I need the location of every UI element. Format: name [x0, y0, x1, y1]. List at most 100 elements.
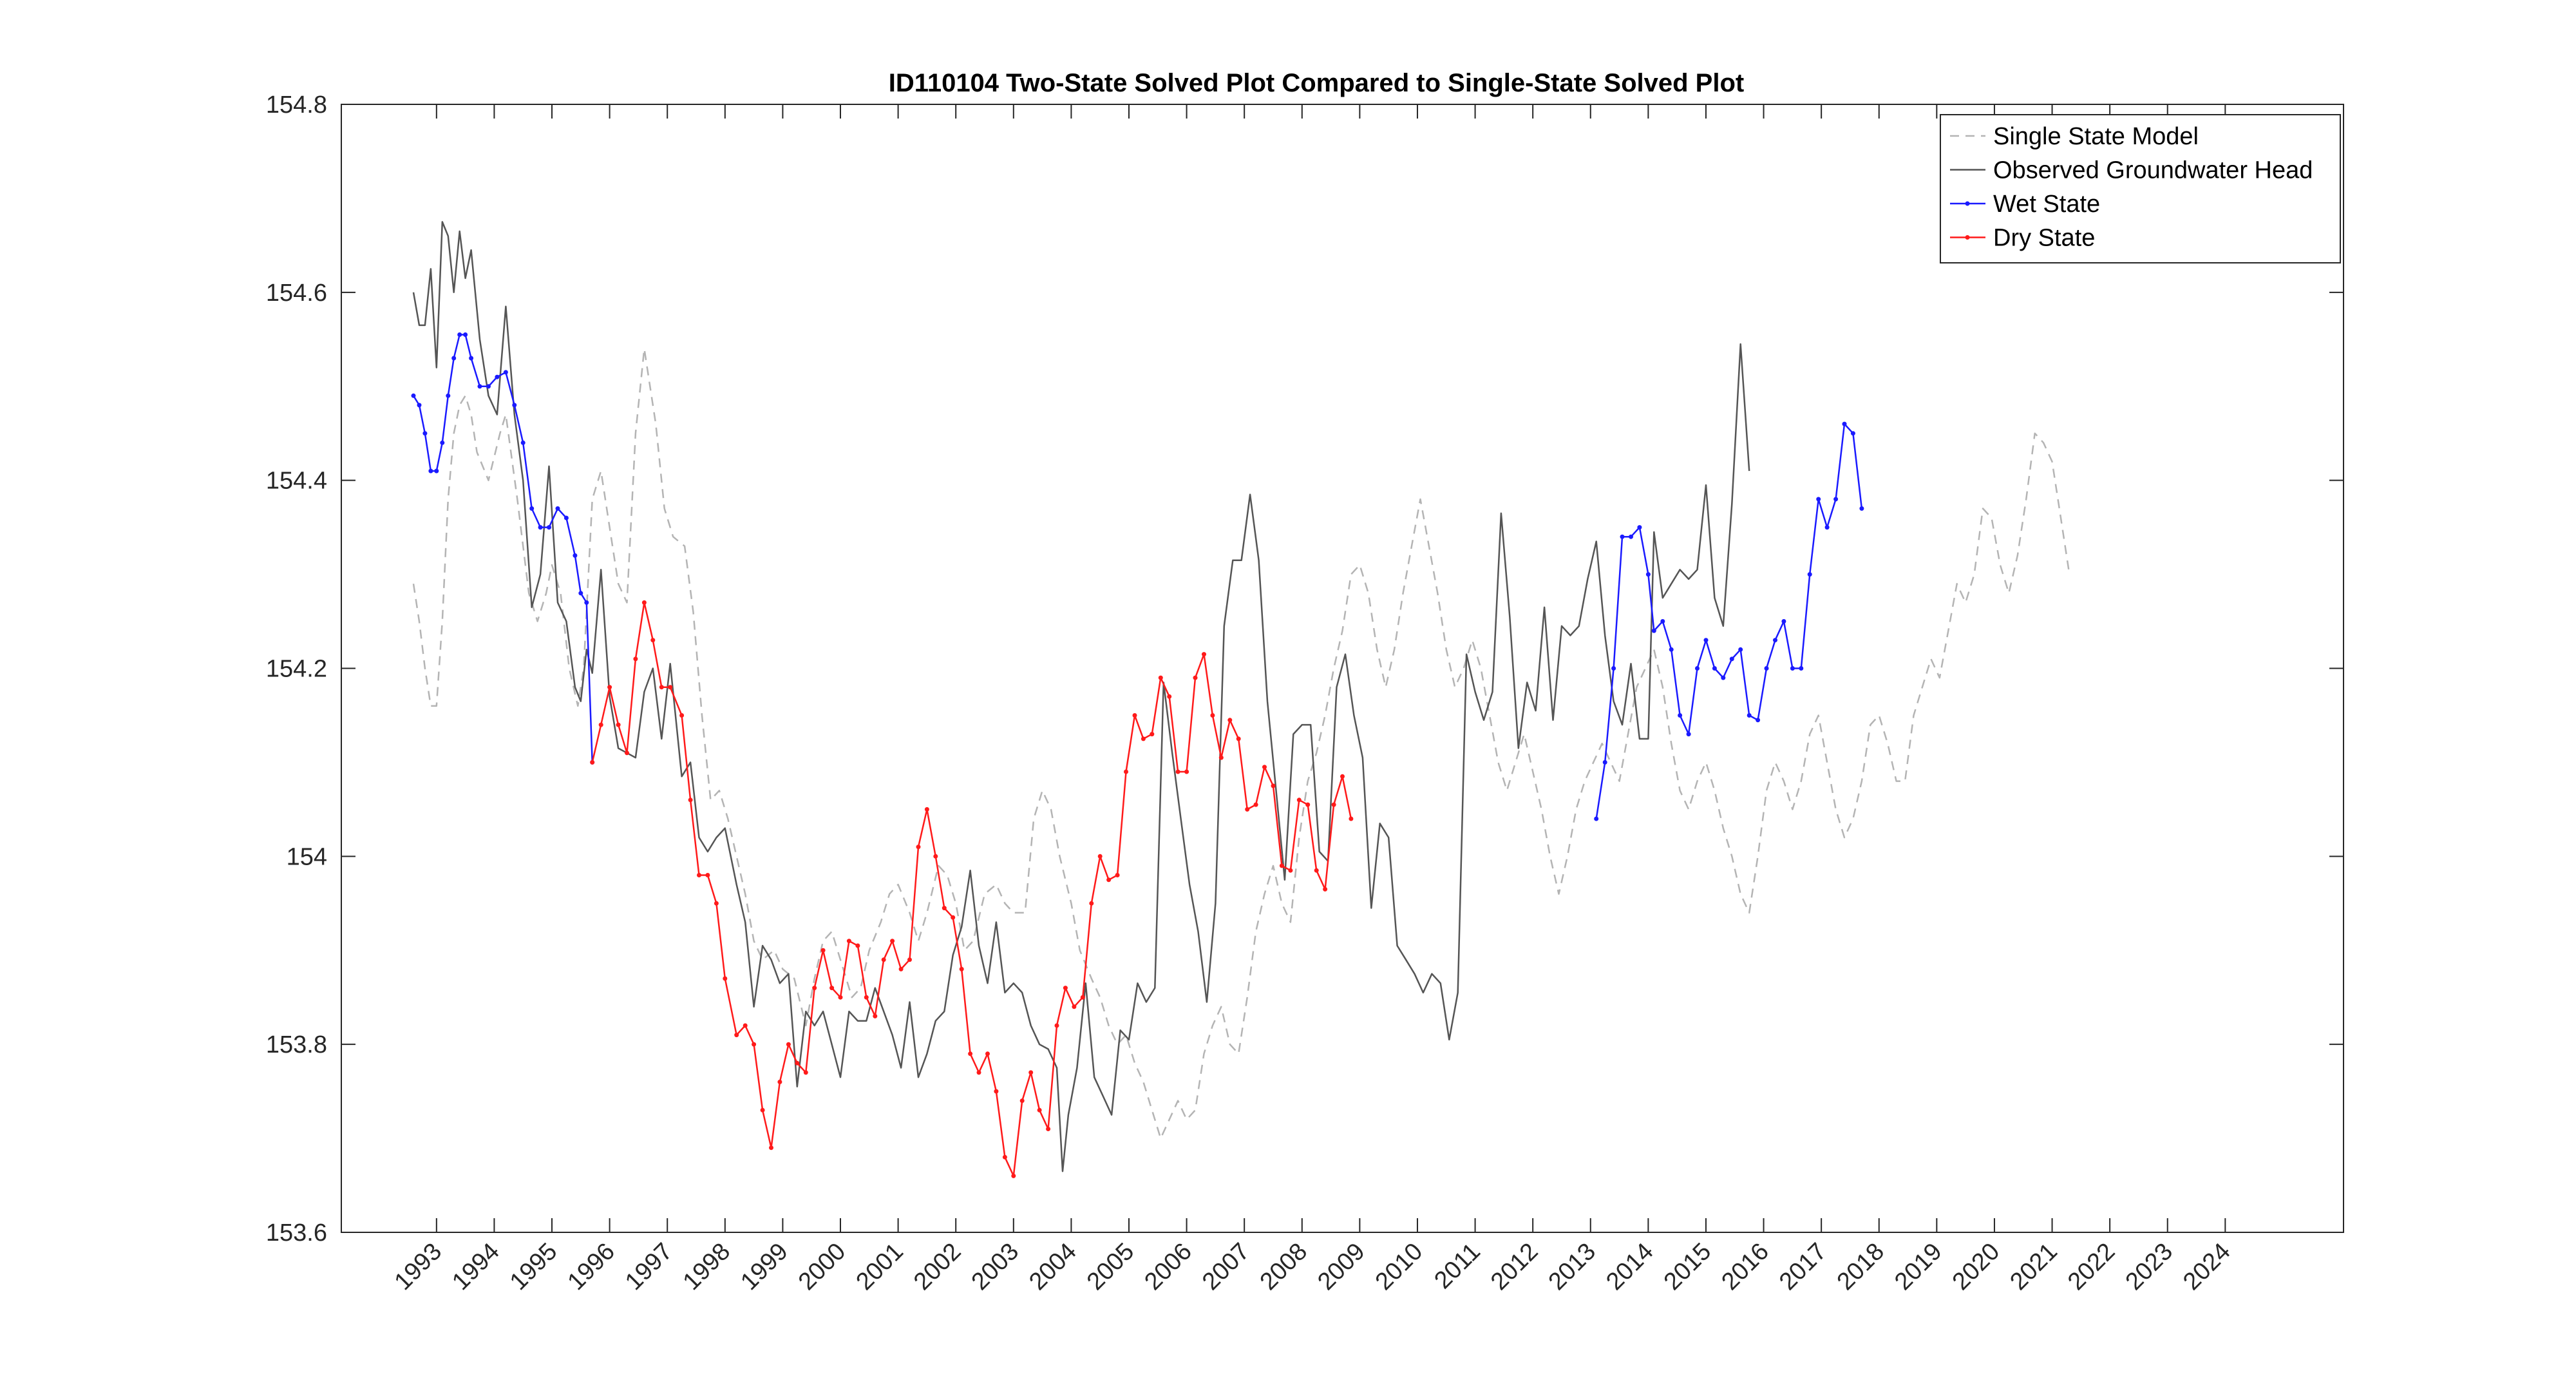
data-point [1227, 718, 1233, 723]
series-line [591, 602, 1352, 1177]
data-point [495, 374, 500, 379]
data-point [1816, 497, 1821, 502]
data-point [1080, 995, 1085, 1000]
data-point [486, 384, 491, 389]
data-point [434, 468, 439, 473]
data-point [1340, 774, 1345, 779]
data-point [951, 915, 956, 920]
data-point [1833, 497, 1839, 502]
data-point [1028, 1070, 1034, 1075]
data-point [752, 1042, 757, 1047]
data-point [463, 332, 468, 337]
legend: Single State Model Observed Groundwater H… [1940, 114, 2341, 263]
data-point [688, 798, 693, 803]
y-tick-label: 153.6 [266, 1219, 327, 1247]
data-point [578, 591, 583, 596]
data-point [1721, 675, 1726, 680]
data-point [616, 722, 621, 727]
data-point [538, 525, 543, 530]
data-point [1331, 802, 1336, 807]
data-point [547, 525, 551, 530]
data-point [803, 1070, 808, 1075]
data-point [829, 986, 835, 991]
y-tick-label: 154.2 [266, 656, 327, 683]
data-point [1037, 1107, 1042, 1113]
data-point [1660, 619, 1665, 624]
data-point [1175, 769, 1180, 774]
data-point [520, 440, 526, 445]
data-point [1773, 638, 1777, 643]
data-point [1637, 525, 1642, 530]
legend-box [1940, 114, 2341, 263]
data-point [1072, 1004, 1077, 1009]
data-point [1807, 572, 1812, 577]
data-point [633, 656, 638, 662]
series-line [412, 221, 1750, 1172]
data-point [1747, 713, 1752, 718]
data-point [812, 986, 817, 991]
data-point [446, 393, 451, 398]
data-point [1097, 854, 1103, 859]
data-point [760, 1107, 765, 1113]
data-point [734, 1033, 739, 1038]
y-tick-label: 154.6 [266, 280, 327, 307]
data-point [607, 685, 612, 690]
data-point [1019, 1098, 1025, 1104]
data-point [1859, 506, 1864, 511]
data-point [1629, 534, 1633, 539]
data-point [873, 1013, 878, 1018]
data-point [1695, 666, 1700, 671]
data-point [864, 995, 869, 1000]
data-point [1288, 868, 1293, 873]
data-point [1669, 647, 1674, 652]
y-tick-label: 154.8 [266, 91, 327, 119]
data-point [625, 750, 629, 756]
data-point [907, 957, 912, 962]
data-point [1193, 675, 1198, 680]
series-layer [411, 221, 2070, 1178]
data-point [1063, 986, 1068, 991]
data-point [743, 1023, 748, 1028]
data-point [1850, 431, 1855, 436]
data-point [469, 356, 474, 361]
data-point [1054, 1023, 1059, 1028]
data-point [411, 393, 416, 398]
y-tick-label: 154.4 [266, 468, 327, 495]
data-point [641, 600, 647, 605]
data-point [1790, 666, 1795, 671]
legend-marker [1965, 235, 1970, 240]
data-point [1158, 675, 1163, 680]
data-point [1202, 652, 1206, 657]
data-point [723, 976, 728, 981]
data-point [1842, 421, 1847, 426]
data-point [564, 515, 569, 521]
data-point [1002, 1154, 1007, 1160]
data-point [959, 966, 964, 971]
data-point [1305, 802, 1311, 807]
data-point [1594, 816, 1599, 821]
data-point [985, 1051, 990, 1056]
data-point [933, 854, 938, 859]
series-dry-state [590, 600, 1354, 1178]
data-point [1124, 769, 1128, 774]
legend-label: Observed Groundwater Head [1993, 157, 2313, 184]
data-point [714, 901, 719, 906]
data-point [659, 685, 664, 690]
data-point [777, 1080, 782, 1084]
y-tick-label: 153.8 [266, 1031, 327, 1058]
data-point [457, 332, 462, 337]
data-point [697, 873, 701, 877]
data-point [451, 356, 457, 361]
data-point [968, 1051, 973, 1056]
data-point [1210, 713, 1215, 718]
data-point [573, 553, 578, 558]
data-point [795, 1060, 800, 1065]
y-axis: 153.6 153.8 154 154.2 154.4 154.6 154.8 [266, 91, 2344, 1247]
data-point [1729, 656, 1734, 662]
data-point [881, 957, 886, 962]
data-point [1712, 666, 1717, 671]
data-point [1253, 802, 1258, 807]
data-point [1132, 713, 1137, 718]
data-point [529, 506, 535, 511]
